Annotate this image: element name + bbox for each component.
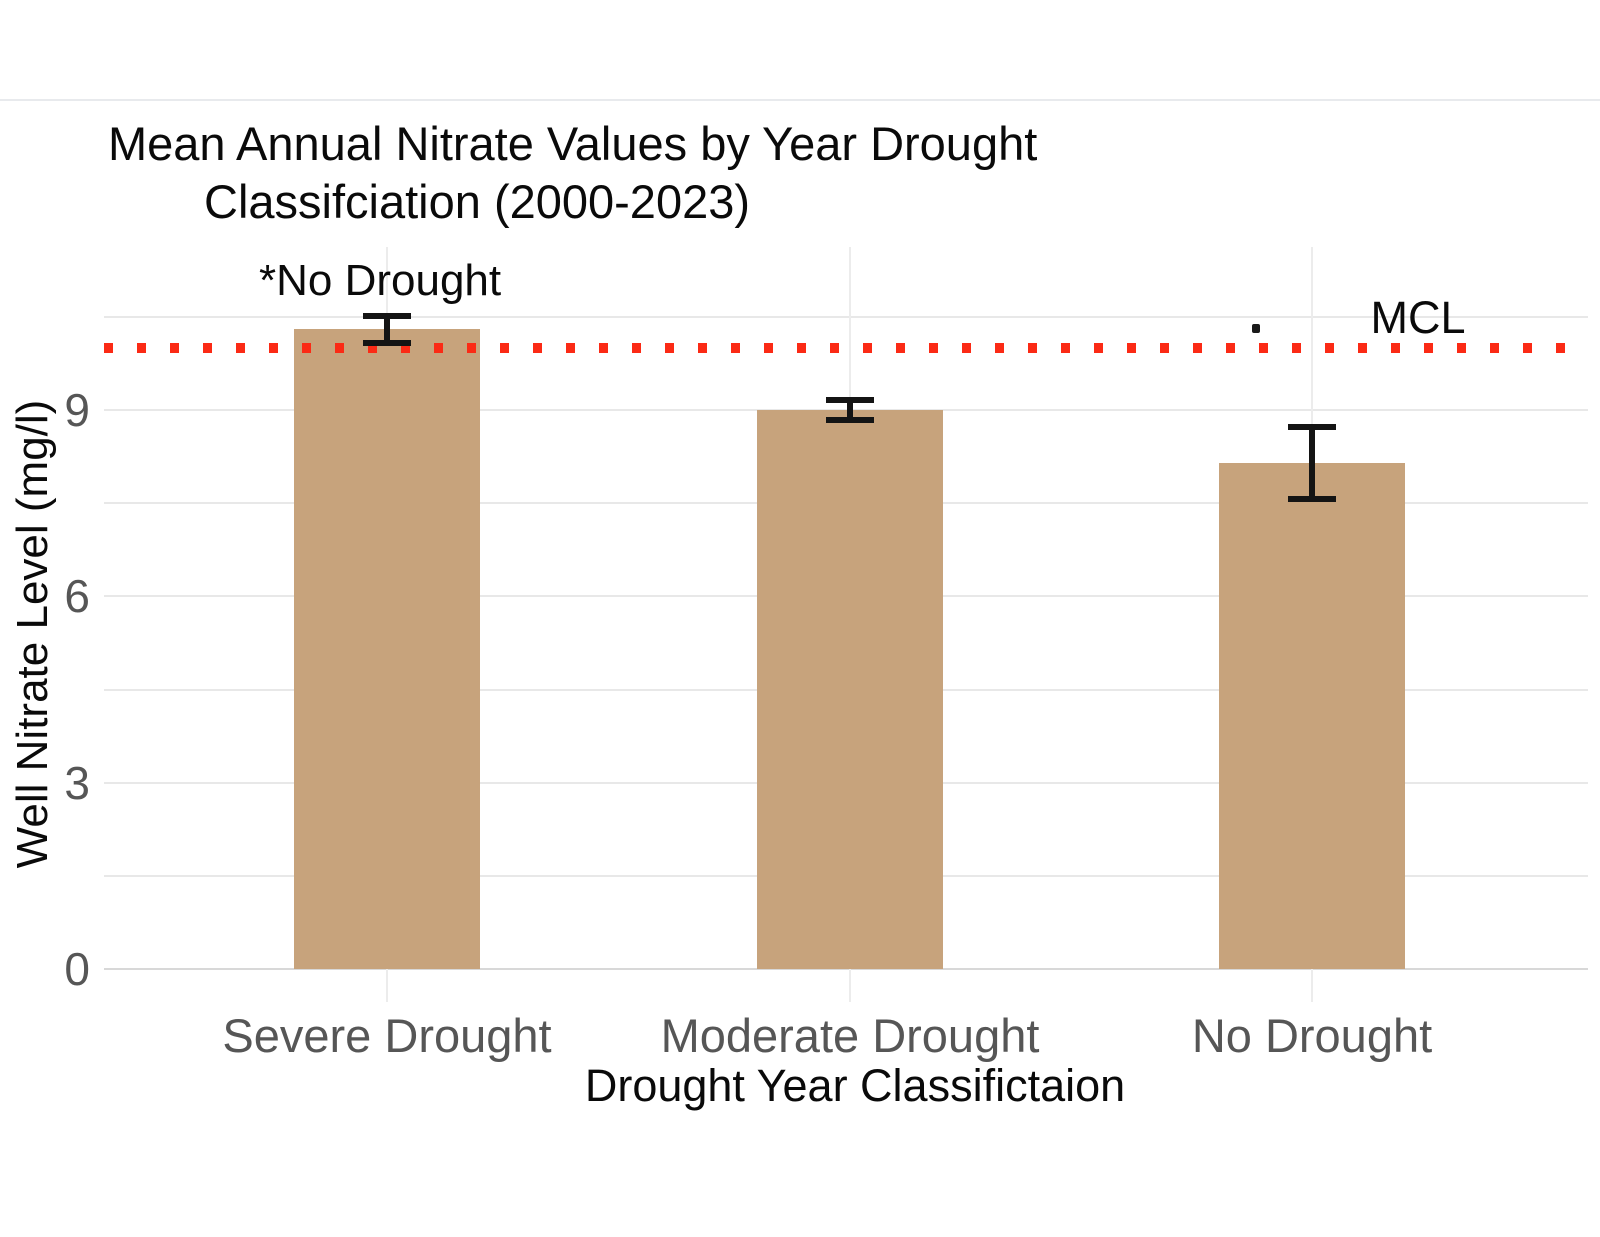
bar — [757, 410, 943, 969]
bar-annotation: *No Drought — [259, 256, 502, 305]
mcl-line — [104, 342, 1572, 353]
x-tick-label: Severe Drought — [222, 1009, 552, 1062]
y-axis-title: Well Nitrate Level (mg/l) — [8, 399, 57, 869]
x-axis-title: Drought Year Classifictaion — [584, 1060, 1126, 1111]
error-bar-whisker — [1309, 426, 1315, 499]
bar — [294, 329, 480, 969]
y-tick-label: 9 — [64, 384, 90, 436]
bar — [1219, 462, 1405, 969]
x-tick-label: Moderate Drought — [660, 1009, 1040, 1062]
error-bar-cap-top — [826, 397, 874, 404]
chart-title-line2: Classifciation (2000-2023) — [204, 175, 751, 228]
error-bar-whisker — [847, 400, 853, 420]
stray-dot — [1252, 324, 1260, 333]
error-bar-cap-top — [363, 312, 411, 319]
y-tick-label: 0 — [64, 943, 90, 995]
error-bar-cap-bottom — [1288, 495, 1336, 502]
x-axis-line — [104, 968, 1588, 970]
top-divider — [0, 99, 1600, 101]
x-tick-label: No Drought — [1191, 1009, 1433, 1062]
error-bar-cap-bottom — [826, 416, 874, 423]
error-bar-whisker — [384, 315, 390, 343]
gridline-h — [104, 315, 1588, 318]
error-bar-cap-top — [1288, 423, 1336, 430]
chart-title-line1: Mean Annual Nitrate Values by Year Droug… — [108, 117, 1038, 170]
error-bar-cap-bottom — [363, 339, 411, 346]
mcl-label: MCL — [1370, 292, 1466, 343]
y-tick-label: 3 — [64, 756, 90, 809]
y-tick-label: 6 — [64, 570, 90, 623]
